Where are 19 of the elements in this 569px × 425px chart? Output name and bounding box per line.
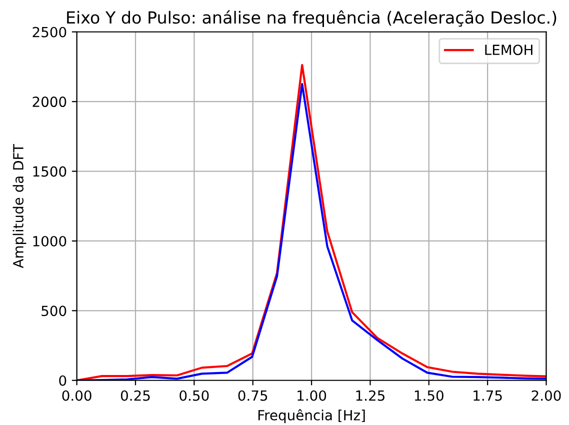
x-axis-title: Frequência [Hz] [258, 409, 365, 424]
y-tick-label: 0 [59, 375, 66, 386]
x-tick-label: 0.00 [62, 390, 92, 401]
y-axis-title: Amplitude da DFT [12, 144, 26, 268]
y-tick-label: 1000 [33, 236, 66, 246]
x-tick-label: 1.25 [356, 390, 384, 401]
x-tick-label: 0.50 [180, 390, 209, 401]
x-tick-label: 1.50 [414, 390, 444, 401]
x-tick-label: 1.00 [298, 390, 326, 401]
x-tick-label: 1.75 [474, 390, 502, 401]
chart-title: Eixo Y do Pulso: análise na frequência (Aceleração Desloc.) [67, 10, 556, 28]
x-tick-label: 0.75 [238, 390, 268, 401]
x-tick-label: 0.25 [120, 390, 150, 401]
y-tick-label: 2000 [32, 96, 66, 108]
x-tick-label: 2.00 [532, 390, 561, 401]
legend-label: LEMOH [485, 44, 532, 56]
y-tick-label: 500 [42, 306, 66, 316]
y-tick-label: 2500 [32, 26, 66, 38]
y-tick-label: 1500 [33, 166, 66, 177]
